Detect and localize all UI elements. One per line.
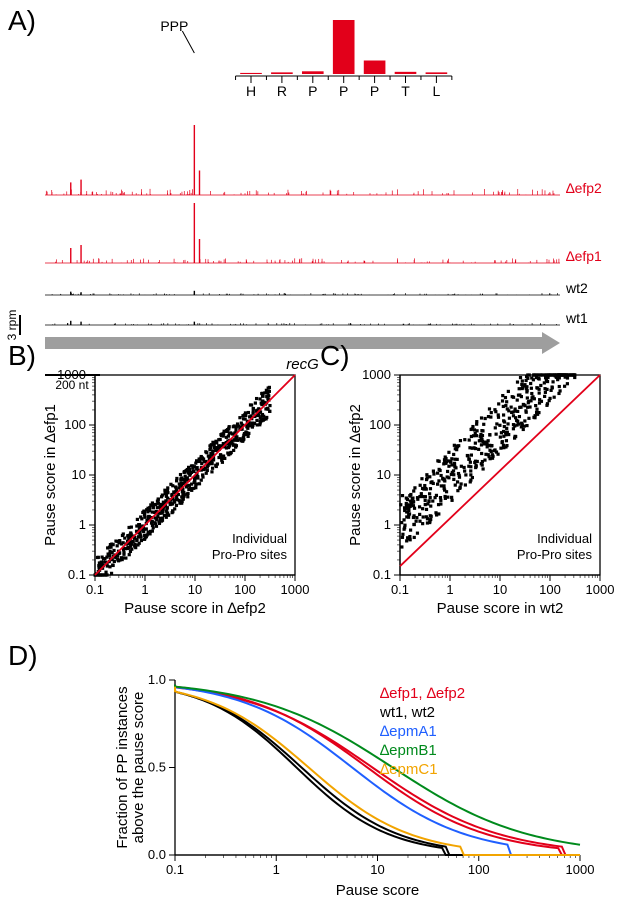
- svg-text:100: 100: [234, 582, 256, 597]
- track-∆efp2: [46, 125, 554, 195]
- track-label: ∆efp2: [566, 180, 602, 196]
- inset-bar: [364, 61, 386, 75]
- svg-text:1000: 1000: [586, 582, 615, 597]
- track-∆efp1: [55, 203, 559, 263]
- svg-text:1: 1: [446, 582, 453, 597]
- panel-d: 0.1 1 10 100 1000 0.0 0.5 1.0 Pause score Fractio…: [114, 672, 594, 899]
- inset-residue: R: [277, 83, 287, 99]
- track-wt2: [52, 291, 558, 295]
- svg-text:1000: 1000: [281, 582, 310, 597]
- svg-text:1: 1: [273, 862, 280, 877]
- svg-text:1: 1: [141, 582, 148, 597]
- svg-text:10: 10: [188, 582, 202, 597]
- survival-curve: [175, 684, 580, 844]
- pp-annot-1: Individual: [537, 531, 592, 546]
- ytick-label: 0.5: [148, 760, 166, 775]
- inset-bar: [240, 73, 262, 74]
- svg-text:10: 10: [370, 862, 384, 877]
- svg-text:1000: 1000: [362, 367, 391, 382]
- panel-b-ylabel: Pause score in ∆efp1: [42, 404, 59, 546]
- svg-text:10: 10: [72, 467, 86, 482]
- panel-d-letter: D): [8, 640, 38, 671]
- svg-text:100: 100: [64, 417, 86, 432]
- gene-arrow: [45, 332, 560, 354]
- panel-a-letter: A): [8, 5, 36, 36]
- svg-text:0.1: 0.1: [373, 567, 391, 582]
- inset-residue: P: [308, 83, 317, 99]
- svg-text:0.1: 0.1: [68, 567, 86, 582]
- inset-bar: [426, 72, 448, 74]
- panel-c-ylabel: Pause score in ∆efp2: [347, 404, 364, 546]
- svg-text:100: 100: [539, 582, 561, 597]
- panel-a-inset: HRPPPTL: [236, 20, 452, 99]
- inset-residue: T: [401, 83, 410, 99]
- svg-text:0.1: 0.1: [391, 582, 409, 597]
- legend-item: ∆epmB1: [380, 742, 437, 759]
- svg-text:1000: 1000: [566, 862, 595, 877]
- inset-bar: [333, 20, 355, 74]
- ppp-label: PPP: [160, 18, 188, 34]
- svg-text:1000: 1000: [57, 367, 86, 382]
- inset-bar: [395, 72, 417, 74]
- track-label: wt1: [565, 310, 588, 326]
- ytick-label: 1.0: [148, 672, 166, 687]
- ppp-leader: [182, 31, 194, 53]
- panel-d-ylabel-1: Fraction of PP instances: [114, 686, 131, 848]
- legend-item: ∆epmC1: [380, 761, 438, 778]
- svg-text:100: 100: [369, 417, 391, 432]
- panel-c: 0.1 1 10 100 1000 0.1 1 10 100 1000 IndividualPro-…: [347, 367, 614, 617]
- pp-annot-1: Individual: [232, 531, 287, 546]
- legend-item: wt1, wt2: [379, 704, 435, 721]
- track-wt1: [53, 321, 557, 325]
- pp-annot-2: Pro-Pro sites: [212, 547, 288, 562]
- svg-text:100: 100: [468, 862, 490, 877]
- svg-text:10: 10: [493, 582, 507, 597]
- inset-bar: [271, 72, 293, 74]
- legend-item: ∆epmA1: [380, 723, 437, 740]
- gene-label: recG: [286, 356, 319, 373]
- panel-b: 0.1 1 10 100 1000 0.1 1 10 100 1000 IndividualPro-…: [42, 367, 309, 617]
- inset-bar: [302, 71, 324, 74]
- svg-text:0.1: 0.1: [86, 582, 104, 597]
- inset-residue: P: [370, 83, 379, 99]
- panel-b-xlabel: Pause score in ∆efp2: [124, 600, 266, 617]
- track-label: ∆efp1: [566, 248, 602, 264]
- inset-residue: P: [339, 83, 348, 99]
- svg-text:1: 1: [384, 517, 391, 532]
- inset-residue: L: [433, 83, 441, 99]
- svg-text:10: 10: [377, 467, 391, 482]
- panel-c-letter: C): [320, 340, 350, 371]
- panel-c-xlabel: Pause score in wt2: [437, 600, 564, 617]
- track-label: wt2: [565, 280, 588, 296]
- scale-y-label: 3 rpm: [5, 310, 19, 341]
- panel-d-ylabel-2: above the pause score: [130, 692, 147, 844]
- pp-annot-2: Pro-Pro sites: [517, 547, 593, 562]
- panel-d-xlabel: Pause score: [336, 882, 419, 899]
- svg-text:1: 1: [79, 517, 86, 532]
- legend-item: ∆efp1, ∆efp2: [380, 685, 465, 702]
- svg-text:0.1: 0.1: [166, 862, 184, 877]
- ytick-label: 0.0: [148, 847, 166, 862]
- panel-b-letter: B): [8, 340, 36, 371]
- inset-residue: H: [246, 83, 256, 99]
